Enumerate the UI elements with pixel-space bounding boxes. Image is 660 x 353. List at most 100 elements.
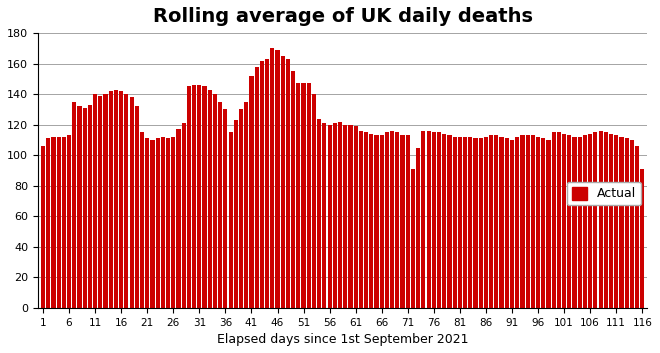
Bar bbox=[312, 94, 316, 308]
Bar bbox=[458, 137, 462, 308]
Bar bbox=[432, 132, 436, 308]
Bar bbox=[593, 132, 597, 308]
Bar bbox=[552, 132, 556, 308]
Bar bbox=[72, 102, 77, 308]
Bar bbox=[640, 169, 644, 308]
Bar bbox=[468, 137, 473, 308]
Bar bbox=[525, 135, 530, 308]
Bar bbox=[604, 132, 608, 308]
Bar bbox=[124, 94, 129, 308]
Bar bbox=[171, 137, 176, 308]
Bar bbox=[322, 123, 327, 308]
Bar bbox=[354, 126, 358, 308]
Bar bbox=[223, 109, 228, 308]
Bar bbox=[307, 83, 311, 308]
Bar bbox=[333, 123, 337, 308]
Bar bbox=[494, 135, 498, 308]
Bar bbox=[489, 135, 493, 308]
Bar bbox=[338, 121, 342, 308]
Legend: Actual: Actual bbox=[567, 182, 642, 205]
Bar bbox=[369, 134, 374, 308]
Bar bbox=[635, 146, 639, 308]
Bar bbox=[500, 137, 504, 308]
Bar bbox=[505, 138, 509, 308]
Bar bbox=[228, 132, 233, 308]
Bar bbox=[77, 106, 82, 308]
Bar bbox=[176, 129, 181, 308]
Bar bbox=[609, 134, 613, 308]
Bar bbox=[572, 137, 577, 308]
Bar bbox=[135, 106, 139, 308]
Bar bbox=[286, 59, 290, 308]
Bar bbox=[567, 135, 572, 308]
Bar bbox=[515, 137, 519, 308]
Bar bbox=[296, 83, 300, 308]
Bar bbox=[46, 138, 50, 308]
Bar bbox=[234, 120, 238, 308]
Bar bbox=[599, 131, 603, 308]
Bar bbox=[327, 125, 332, 308]
Bar bbox=[463, 137, 467, 308]
Bar bbox=[531, 135, 535, 308]
Bar bbox=[161, 137, 165, 308]
Bar bbox=[411, 169, 415, 308]
Bar bbox=[630, 140, 634, 308]
Bar bbox=[88, 105, 92, 308]
Bar bbox=[145, 138, 149, 308]
Bar bbox=[546, 140, 550, 308]
Bar bbox=[150, 140, 154, 308]
Bar bbox=[275, 50, 280, 308]
Bar bbox=[562, 134, 566, 308]
Bar bbox=[583, 135, 587, 308]
Bar bbox=[280, 56, 285, 308]
Bar bbox=[203, 86, 207, 308]
Bar bbox=[473, 138, 478, 308]
Bar bbox=[348, 125, 352, 308]
Bar bbox=[619, 137, 624, 308]
Bar bbox=[624, 138, 629, 308]
Bar bbox=[140, 132, 144, 308]
Bar bbox=[249, 76, 253, 308]
Bar bbox=[213, 94, 217, 308]
Bar bbox=[484, 137, 488, 308]
X-axis label: Elapsed days since 1st September 2021: Elapsed days since 1st September 2021 bbox=[217, 333, 469, 346]
Bar bbox=[119, 91, 123, 308]
Bar bbox=[51, 137, 55, 308]
Bar bbox=[364, 132, 368, 308]
Bar bbox=[426, 131, 431, 308]
Bar bbox=[406, 135, 410, 308]
Bar bbox=[93, 94, 97, 308]
Bar bbox=[104, 94, 108, 308]
Bar bbox=[343, 125, 347, 308]
Bar bbox=[374, 135, 379, 308]
Bar bbox=[541, 138, 545, 308]
Bar bbox=[114, 90, 118, 308]
Bar bbox=[453, 137, 457, 308]
Bar bbox=[156, 138, 160, 308]
Bar bbox=[359, 131, 363, 308]
Bar bbox=[447, 135, 451, 308]
Bar bbox=[255, 67, 259, 308]
Bar bbox=[536, 137, 540, 308]
Bar bbox=[208, 90, 212, 308]
Bar bbox=[260, 60, 264, 308]
Bar bbox=[129, 97, 134, 308]
Bar bbox=[41, 146, 45, 308]
Bar bbox=[239, 109, 243, 308]
Bar bbox=[520, 135, 525, 308]
Bar bbox=[82, 108, 86, 308]
Bar bbox=[98, 96, 102, 308]
Bar bbox=[62, 137, 66, 308]
Bar bbox=[578, 137, 582, 308]
Bar bbox=[317, 119, 321, 308]
Bar bbox=[379, 135, 384, 308]
Bar bbox=[67, 135, 71, 308]
Bar bbox=[614, 135, 618, 308]
Bar bbox=[166, 138, 170, 308]
Bar bbox=[270, 48, 275, 308]
Bar bbox=[57, 137, 61, 308]
Bar bbox=[187, 86, 191, 308]
Bar bbox=[244, 102, 248, 308]
Bar bbox=[302, 83, 306, 308]
Bar bbox=[557, 132, 561, 308]
